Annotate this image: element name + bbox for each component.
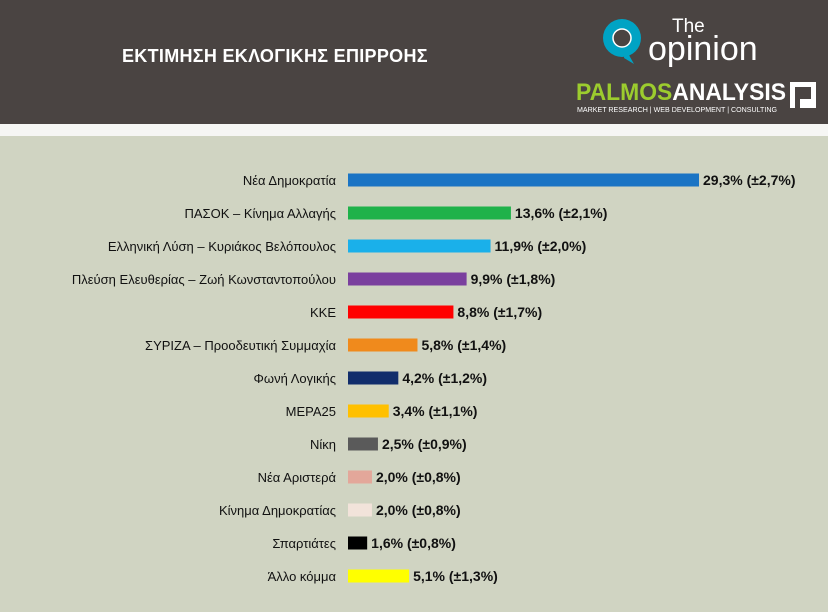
value-label: 5,1% (±1,3%) [413, 568, 498, 584]
category-label: Άλλο κόμμα [268, 569, 337, 584]
category-label: ΣΥΡΙΖΑ – Προοδευτική Συμμαχία [145, 338, 336, 353]
header-bar: ΕΚΤΙΜΗΣΗ ΕΚΛΟΓΙΚΗΣ ΕΠΙΡΡΟΗΣ The opinion … [0, 0, 828, 124]
logo-analysis-text: ANALYSIS [672, 79, 786, 106]
value-label: 3,4% (±1,1%) [393, 403, 478, 419]
bar [348, 437, 378, 451]
svg-text:PALMOSANALYSIS: PALMOSANALYSIS [576, 79, 786, 106]
bar [348, 569, 410, 583]
value-label: 2,0% (±0,8%) [376, 469, 461, 485]
category-label: Νέα Δημοκρατία [243, 173, 337, 188]
category-label: Νέα Αριστερά [258, 470, 337, 485]
bar [348, 470, 372, 484]
value-label: 1,6% (±0,8%) [371, 535, 456, 551]
logo-palmos-text: PALMOS [576, 79, 672, 106]
bar [348, 206, 511, 220]
category-label: ΠΑΣΟΚ – Κίνημα Αλλαγής [184, 206, 336, 221]
bar [348, 371, 399, 385]
value-label: 9,9% (±1,8%) [471, 271, 556, 287]
bar [348, 272, 467, 286]
value-label: 11,9% (±2,0%) [495, 238, 587, 254]
value-label: 4,2% (±1,2%) [402, 370, 487, 386]
bar [348, 173, 699, 187]
logo-the-text: The [672, 16, 705, 37]
value-label: 2,5% (±0,9%) [382, 436, 467, 452]
logo-tagline: MARKET RESEARCH | WEB DEVELOPMENT | CONS… [577, 107, 777, 114]
category-label: Κίνημα Δημοκρατίας [219, 503, 336, 518]
bar [348, 536, 368, 550]
value-label: 29,3% (±2,7%) [703, 172, 796, 188]
category-label: Σπαρτιάτες [272, 536, 336, 551]
bar [348, 503, 372, 517]
palmos-square-logo-icon [790, 82, 816, 108]
chart-area: Νέα Δημοκρατία 29,3% (±2,7%) ΠΑΣΟΚ – Κίνημ… [0, 136, 828, 612]
bar [348, 305, 454, 319]
the-opinion-logo: The opinion [603, 16, 758, 68]
value-label: 13,6% (±2,1%) [515, 205, 608, 221]
opinion-q-logo-icon [603, 19, 641, 64]
category-label: Ελληνική Λύση – Κυριάκος Βελόπουλος [108, 239, 336, 254]
value-label: 8,8% (±1,7%) [457, 304, 542, 320]
bar [348, 239, 491, 253]
palmos-analysis-logo: PALMOSANALYSIS MARKET RESEARCH | WEB DEV… [576, 79, 816, 114]
category-label: Πλεύση Ελευθερίας – Ζωή Κωνσταντοπούλου [72, 272, 336, 287]
value-label: 5,8% (±1,4%) [421, 337, 506, 353]
category-label: ΚΚΕ [310, 305, 336, 320]
logo-opinion-text: opinion [648, 30, 758, 68]
category-label: Φωνή Λογικής [254, 371, 336, 386]
chart-title: ΕΚΤΙΜΗΣΗ ΕΚΛΟΓΙΚΗΣ ΕΠΙΡΡΟΗΣ [122, 46, 428, 66]
bar-chart: Νέα Δημοκρατία 29,3% (±2,7%) ΠΑΣΟΚ – Κίνημ… [72, 172, 796, 584]
category-label: Νίκη [310, 437, 336, 452]
value-label: 2,0% (±0,8%) [376, 502, 461, 518]
divider-strip [0, 124, 828, 136]
bar [348, 404, 389, 418]
bar [348, 338, 418, 352]
category-label: ΜΕΡΑ25 [286, 404, 336, 419]
